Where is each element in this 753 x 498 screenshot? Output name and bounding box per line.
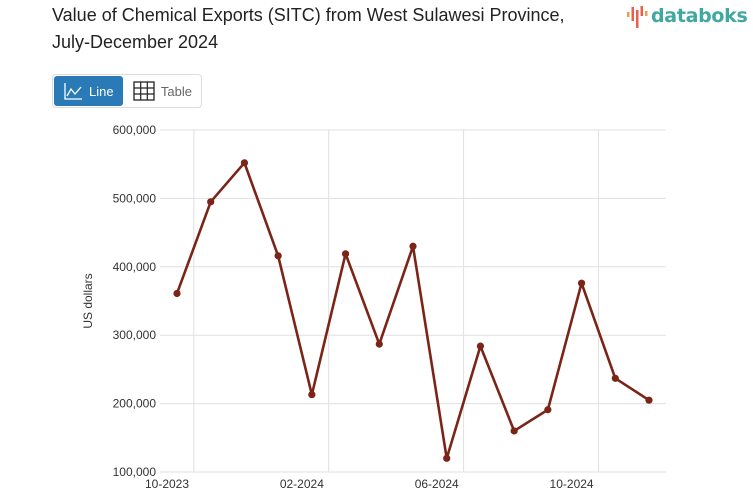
databoks-logo[interactable]: databoks [626,3,748,29]
y-tick-label: 100,000 [113,465,157,479]
chart-title: Value of Chemical Exports (SITC) from We… [52,5,565,52]
data-point[interactable] [645,396,653,404]
view-toggle: Line Table [52,74,202,108]
data-point[interactable] [409,242,417,250]
line-view-button[interactable]: Line [54,76,123,106]
data-point[interactable] [510,427,518,435]
data-point[interactable] [375,340,383,348]
y-tick-label: 500,000 [113,191,157,205]
x-tick-label: 06-2024 [415,477,459,491]
series-line [175,161,650,460]
x-tick-label: 10-2024 [550,477,594,491]
data-point[interactable] [476,342,485,350]
line-chart-icon [64,83,82,100]
y-axis-label: US dollars [81,273,95,328]
table-view-label: Table [160,83,192,99]
data-point[interactable] [577,279,586,287]
data-point[interactable] [240,159,249,167]
data-point[interactable] [611,374,619,382]
data-point[interactable] [308,391,316,399]
y-tick-label: 400,000 [113,260,157,274]
table-grid-icon [133,81,155,101]
table-view-button[interactable]: Table [124,75,201,107]
data-point[interactable] [443,454,451,462]
y-tick-label: 200,000 [113,397,157,411]
logo-text: databoks [651,5,748,27]
data-point[interactable] [173,289,181,298]
data-point[interactable] [544,406,552,414]
data-point[interactable] [207,198,215,206]
y-tick-label: 300,000 [113,328,157,342]
x-tick-label: 02-2024 [280,477,324,491]
y-tick-label: 600,000 [113,123,157,137]
data-point[interactable] [341,250,350,258]
line-view-label: Line [89,83,114,99]
logo-bars-icon [627,6,648,28]
data-point[interactable] [274,252,282,260]
x-tick-label: 10-2023 [145,477,189,491]
